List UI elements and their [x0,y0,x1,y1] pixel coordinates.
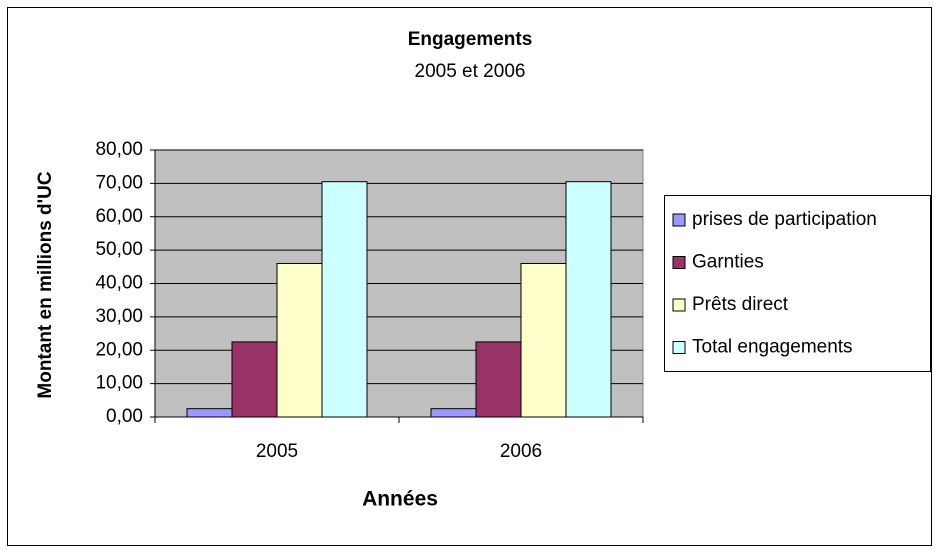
bar [475,341,522,418]
chart-subtitle: 2005 et 2006 [415,61,526,82]
legend-label: Garnties [692,252,764,273]
legend-swatch [672,256,686,269]
x-tick-label: 2005 [256,441,298,462]
y-tick-label: 40,00 [95,273,143,294]
bar [321,181,368,418]
y-tick-label: 0,00 [106,406,143,427]
legend-label: Prêts direct [692,294,789,315]
legend-swatch [672,298,686,312]
bar [276,262,323,418]
y-tick-label: 60,00 [95,206,143,227]
bar [186,408,233,418]
chart-title: Engagements [408,29,533,50]
y-tick-label: 20,00 [95,339,143,360]
y-axis-title: Montant en millions d'UC [35,171,56,399]
bar [430,408,477,418]
bar [565,181,612,418]
x-tick-label: 2006 [500,441,542,462]
legend-label: prises de participation [692,209,877,230]
legend-label: Total engagements [692,337,853,358]
legend-swatch [672,341,686,354]
bar [231,341,278,418]
x-axis-title: Années [362,488,438,511]
legend-box [664,195,931,372]
legend-swatch [672,213,686,227]
bar [520,262,567,418]
y-tick-label: 80,00 [95,139,143,160]
y-tick-label: 30,00 [95,306,143,327]
y-tick-label: 10,00 [95,373,143,394]
y-tick-label: 70,00 [95,172,143,193]
y-tick-label: 50,00 [95,239,143,260]
